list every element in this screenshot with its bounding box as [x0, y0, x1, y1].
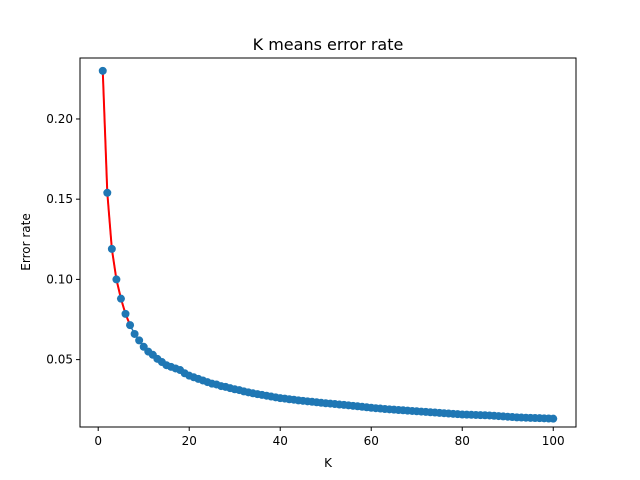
data-point [135, 336, 144, 345]
data-point [116, 294, 125, 303]
plot-area [98, 66, 558, 423]
x-tick-label: 60 [364, 434, 379, 448]
x-tick-label: 0 [94, 434, 102, 448]
axes-frame [79, 57, 577, 428]
x-tick-label: 80 [455, 434, 470, 448]
y-tick-label: 0.15 [46, 192, 73, 206]
data-point [121, 309, 130, 318]
data-point [103, 188, 112, 197]
data-point [98, 66, 107, 75]
x-tick-label: 100 [542, 434, 565, 448]
data-point [112, 275, 121, 284]
chart-title: K means error rate [253, 35, 404, 54]
y-tick-label: 0.05 [46, 353, 73, 367]
axis-ticks: 0 20 40 60 80 100 0.05 0.10 0.15 0.20 [46, 112, 564, 448]
data-point [126, 321, 135, 330]
data-point [549, 414, 558, 423]
x-tick-label: 40 [273, 434, 288, 448]
y-tick-label: 0.20 [46, 112, 73, 126]
x-axis-label: K [324, 456, 333, 470]
data-point [130, 329, 139, 338]
y-tick-label: 0.10 [46, 272, 73, 286]
y-axis-label: Error rate [19, 213, 33, 270]
x-tick-label: 20 [182, 434, 197, 448]
data-point [107, 244, 116, 253]
